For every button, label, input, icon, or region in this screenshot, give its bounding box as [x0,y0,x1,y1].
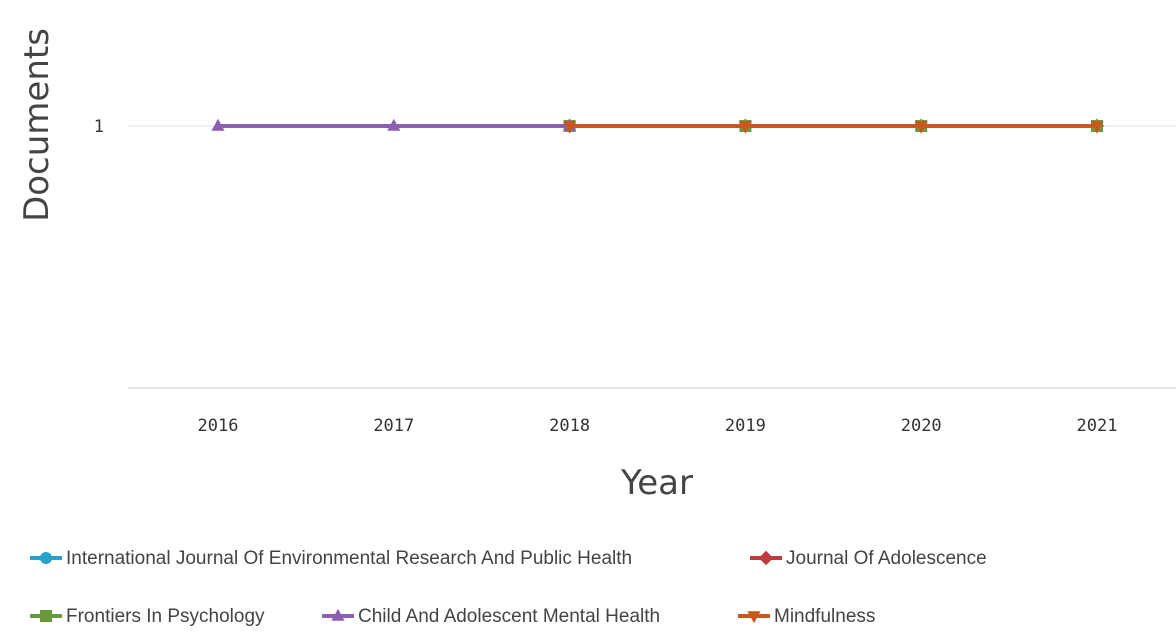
data-point [563,121,577,134]
legend-marker [40,610,52,622]
y-tick-label: 1 [94,117,104,137]
legend-item[interactable]: Journal Of Adolescence [750,548,987,569]
data-point [738,121,752,134]
y-axis-title: Documents [17,28,57,222]
legend-label: Frontiers In Psychology [66,606,265,627]
legend-marker [747,611,761,624]
legend: International Journal Of Environmental R… [30,548,987,627]
y-axis-ticks: 1 [94,117,104,137]
legend-label: Journal Of Adolescence [786,548,987,569]
x-tick-label: 2020 [901,416,942,436]
legend-marker [331,608,345,621]
legend-item[interactable]: Mindfulness [738,606,875,627]
x-tick-label: 2017 [373,416,414,436]
data-point [211,118,225,131]
series-4 [563,121,1104,134]
series-3 [211,118,577,131]
legend-item[interactable]: International Journal Of Environmental R… [30,548,632,569]
legend-item[interactable]: Child And Adolescent Mental Health [322,606,660,627]
x-tick-label: 2016 [198,416,239,436]
legend-label: Child And Adolescent Mental Health [358,606,660,627]
x-tick-label: 2021 [1077,416,1118,436]
x-tick-label: 2018 [549,416,590,436]
legend-marker [758,550,774,566]
legend-marker [40,552,52,564]
legend-label: International Journal Of Environmental R… [66,548,632,569]
data-point [914,121,928,134]
data-point [387,118,401,131]
legend-label: Mindfulness [774,606,875,627]
x-axis-ticks: 2016 2017 2018 2019 2020 2021 [198,416,1118,436]
data-point [1090,121,1104,134]
legend-item[interactable]: Frontiers In Psychology [30,606,265,627]
x-axis-title: Year [620,463,693,503]
series-lines [211,118,1105,134]
x-tick-label: 2019 [725,416,766,436]
